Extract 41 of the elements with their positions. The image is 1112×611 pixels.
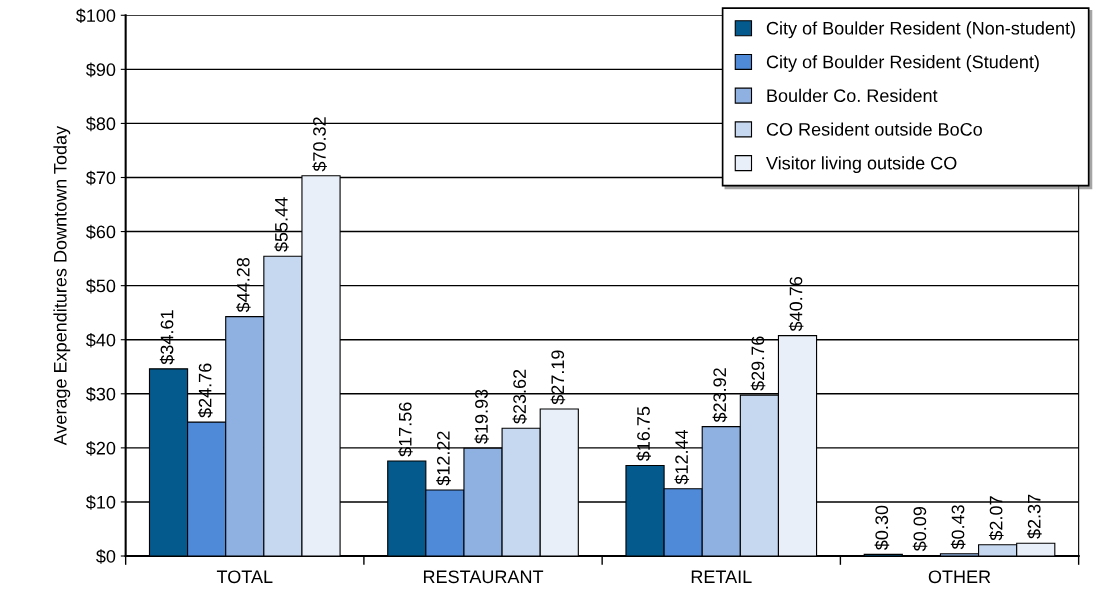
data-label: $16.75 xyxy=(636,406,651,462)
x-tick-label: RETAIL xyxy=(691,570,752,583)
y-tick-label: $50 xyxy=(86,278,116,294)
data-label: $17.56 xyxy=(398,402,413,457)
data-label: $24.76 xyxy=(197,363,213,418)
x-tick-label: RESTAURANT xyxy=(423,570,544,584)
data-label: $23.62 xyxy=(512,369,528,424)
data-label: $29.76 xyxy=(750,336,766,391)
y-tick-label: $20 xyxy=(86,441,116,456)
y-tick-label: $100 xyxy=(75,8,116,24)
data-label: $34.61 xyxy=(159,310,175,365)
data-label: $2.07 xyxy=(988,496,1004,541)
y-tick-label: $10 xyxy=(86,495,116,510)
x-tick-label: TOTAL xyxy=(216,570,273,584)
legend-label: Visitor living outside CO xyxy=(766,156,957,174)
y-tick-label: $80 xyxy=(86,116,116,132)
data-label: $55.44 xyxy=(274,197,289,252)
data-label: $12.22 xyxy=(436,431,451,486)
legend-label: Boulder Co. Resident xyxy=(767,88,938,103)
y-tick-label: $0 xyxy=(96,549,116,564)
legend-label: CO Resident outside BoCo xyxy=(766,122,982,136)
y-tick-label: $30 xyxy=(86,386,116,402)
data-label: $0.09 xyxy=(912,507,928,552)
y-tick-label: $40 xyxy=(86,332,116,348)
legend-label: City of Boulder Resident (Non-student) xyxy=(766,21,1075,39)
y-tick-label: $60 xyxy=(86,224,116,240)
data-label: $12.44 xyxy=(674,429,690,485)
data-label: $2.37 xyxy=(1027,494,1042,539)
data-label: $0.30 xyxy=(874,505,890,551)
data-label: $19.93 xyxy=(474,389,489,444)
x-tick-label: OTHER xyxy=(928,570,991,584)
data-label: $23.92 xyxy=(712,368,728,423)
data-label: $27.19 xyxy=(550,350,566,405)
y-axis-title: Average Expenditures Downtown Today xyxy=(53,125,71,446)
data-label: $70.32 xyxy=(312,117,327,172)
data-label: $0.43 xyxy=(950,505,966,550)
legend-label: City of Boulder Resident (Student) xyxy=(766,55,1039,72)
data-label: $40.76 xyxy=(788,277,804,332)
y-tick-label: $90 xyxy=(86,62,116,78)
y-tick-label: $70 xyxy=(86,170,116,186)
data-label: $44.28 xyxy=(236,257,251,313)
